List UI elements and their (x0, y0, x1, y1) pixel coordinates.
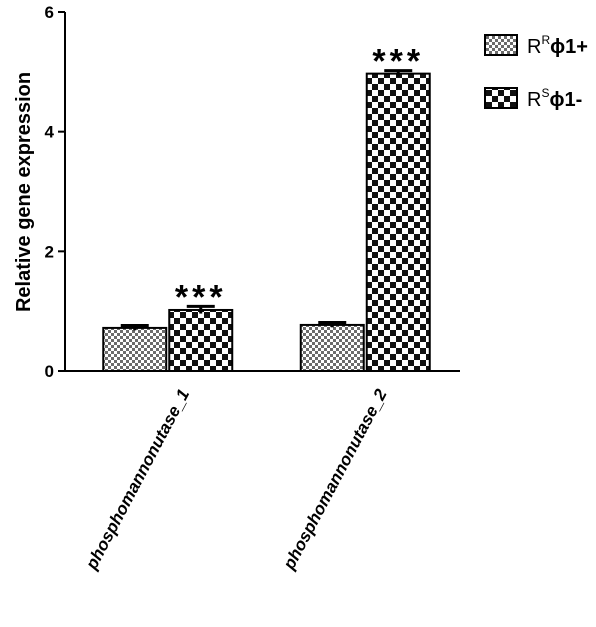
bar (365, 72, 431, 373)
x-tick-label: phosphomannonutase_1 (82, 386, 194, 573)
bar (102, 326, 168, 373)
y-tick-label: 6 (45, 3, 54, 22)
x-tick-label: phosphomannonutase_2 (279, 385, 391, 573)
legend-swatch (484, 87, 518, 109)
bar (299, 323, 365, 373)
y-tick-label: 0 (45, 362, 54, 381)
y-tick-label: 2 (45, 242, 54, 261)
y-axis-label: Relative gene expression (13, 72, 35, 312)
legend-label: RRϕ1+ (527, 33, 588, 58)
legend-swatch (484, 34, 518, 56)
significance-label: *** (372, 43, 424, 81)
significance-label: *** (175, 278, 227, 316)
y-tick-label: 4 (45, 123, 55, 142)
bar (168, 308, 234, 372)
legend-label: RSϕ1- (527, 86, 582, 111)
